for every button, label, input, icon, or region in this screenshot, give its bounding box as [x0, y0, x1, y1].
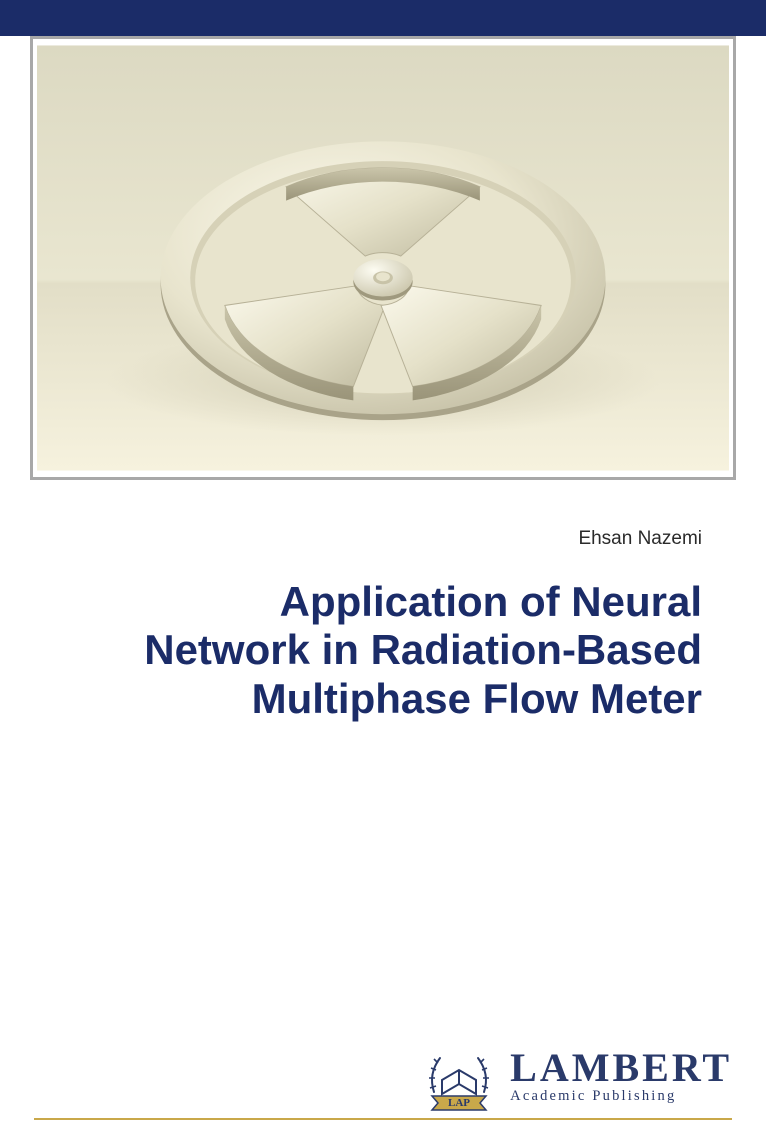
- hero-frame: [30, 36, 736, 480]
- publisher-tagline: Academic Publishing: [510, 1088, 732, 1105]
- publisher-text: LAMBERT Academic Publishing: [510, 1050, 732, 1105]
- title-line: Multiphase Flow Meter: [60, 675, 702, 723]
- title-line: Application of Neural: [60, 578, 702, 626]
- book-cover: Ehsan Nazemi Application of Neural Netwo…: [0, 0, 766, 1148]
- title-line: Network in Radiation-Based: [60, 626, 702, 674]
- publisher-crest-icon: LAP: [422, 1040, 496, 1114]
- hero-image: [37, 43, 729, 473]
- top-bar: [0, 0, 766, 36]
- radiation-symbol-illustration: [37, 43, 729, 473]
- publisher-name: LAMBERT: [510, 1050, 732, 1086]
- badge-text: LAP: [448, 1097, 470, 1109]
- author-name: Ehsan Nazemi: [0, 528, 702, 550]
- bottom-rule: [34, 1118, 732, 1120]
- publisher-logo: LAP LAMBERT Academic Publishing: [422, 1040, 732, 1114]
- book-title: Application of Neural Network in Radiati…: [60, 578, 702, 723]
